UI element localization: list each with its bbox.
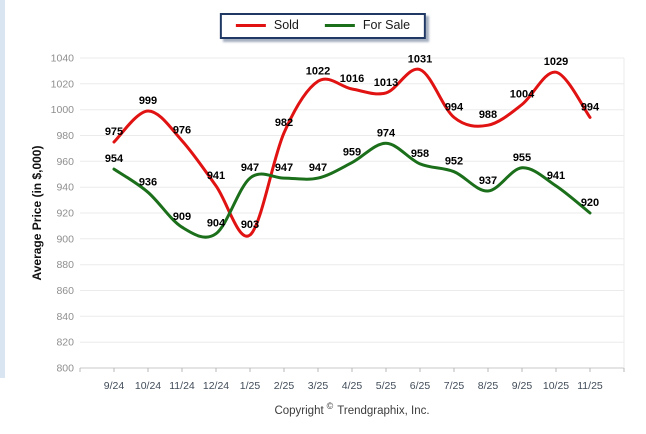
sold-data-label: 1031	[408, 54, 432, 66]
y-tick-label: 1020	[51, 78, 75, 90]
for-sale-data-label: 947	[275, 162, 293, 174]
x-tick-label: 12/24	[203, 380, 229, 392]
for-sale-data-label: 954	[105, 153, 124, 165]
copyright-text: Copyright © Trendgraphix, Inc.	[80, 401, 624, 417]
y-tick-label: 1000	[51, 104, 75, 116]
copyright-company: Trendgraphix, Inc.	[334, 404, 430, 417]
y-tick-label: 820	[56, 337, 74, 349]
x-tick-label: 1/25	[240, 380, 261, 392]
x-tick-label: 10/24	[135, 380, 161, 392]
sold-data-label: 975	[105, 126, 123, 138]
y-tick-label: 800	[56, 363, 74, 375]
sold-data-label: 1029	[544, 56, 568, 68]
x-tick-label: 8/25	[478, 380, 499, 392]
sold-data-label: 903	[241, 219, 259, 231]
y-tick-label: 900	[56, 233, 74, 245]
legend-label-for-sale: For Sale	[362, 18, 411, 32]
x-tick-label: 11/25	[577, 380, 603, 392]
for-sale-line-swatch	[324, 23, 355, 27]
x-tick-label: 7/25	[444, 380, 465, 392]
x-tick-label: 5/25	[376, 380, 397, 392]
y-tick-label: 980	[56, 130, 74, 142]
for-sale-data-label: 947	[241, 162, 259, 174]
y-tick-label: 960	[56, 156, 74, 168]
x-tick-label: 11/24	[169, 380, 195, 392]
for-sale-data-label: 936	[139, 176, 157, 188]
chart-legend: Sold For Sale	[219, 13, 427, 39]
copyright-prefix: Copyright	[274, 404, 324, 417]
legend-item-for-sale: For Sale	[324, 18, 411, 32]
x-tick-label: 9/25	[512, 380, 533, 392]
y-tick-label: 1040	[51, 53, 75, 65]
sold-data-label: 1013	[374, 77, 398, 89]
sold-data-label: 1016	[340, 73, 364, 85]
legend-label-sold: Sold	[273, 18, 299, 32]
y-tick-label: 880	[56, 259, 74, 271]
for-sale-data-label: 941	[547, 170, 565, 182]
sold-data-label: 1022	[306, 65, 330, 77]
sold-data-label: 941	[207, 170, 225, 182]
x-tick-label: 3/25	[308, 380, 329, 392]
sold-data-label: 988	[479, 109, 497, 121]
sold-line	[112, 67, 592, 238]
for-sale-data-label: 904	[207, 218, 226, 230]
x-tick-label: 9/24	[104, 380, 125, 392]
y-tick-label: 940	[56, 182, 74, 194]
left-edge-strip	[0, 0, 5, 378]
sold-line-swatch	[235, 23, 266, 27]
copyright-symbol: ©	[326, 401, 334, 411]
y-tick-label: 840	[56, 311, 74, 323]
sold-data-label: 994	[445, 101, 464, 113]
for-sale-data-label: 920	[581, 197, 599, 209]
x-tick-label: 2/25	[274, 380, 295, 392]
y-tick-label: 920	[56, 208, 74, 220]
for-sale-data-label: 955	[513, 152, 531, 164]
for-sale-line	[112, 141, 592, 239]
sold-data-label: 976	[173, 125, 191, 137]
sold-data-label: 982	[275, 117, 293, 129]
sold-data-label: 1004	[510, 89, 535, 101]
sold-data-label: 999	[139, 95, 157, 107]
y-tick-label: 860	[56, 285, 74, 297]
for-sale-data-label: 958	[411, 148, 429, 160]
for-sale-data-label: 937	[479, 175, 497, 187]
legend-item-sold: Sold	[235, 18, 299, 32]
for-sale-data-label: 952	[445, 156, 463, 168]
x-tick-label: 10/25	[543, 380, 569, 392]
x-tick-label: 4/25	[342, 380, 363, 392]
for-sale-data-label: 974	[377, 127, 396, 139]
sold-data-label: 994	[581, 101, 600, 113]
for-sale-data-label: 947	[309, 162, 327, 174]
x-tick-label: 6/25	[410, 380, 431, 392]
for-sale-data-label: 959	[343, 147, 361, 159]
for-sale-data-label: 909	[173, 211, 191, 223]
